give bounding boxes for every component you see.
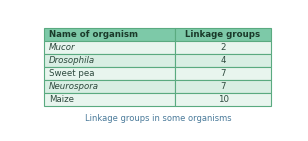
Text: Linkage groups: Linkage groups: [185, 30, 261, 39]
Text: Drosophila: Drosophila: [49, 56, 95, 65]
Bar: [175, 54, 271, 67]
Text: Sweet pea: Sweet pea: [49, 69, 94, 78]
Bar: [44, 80, 175, 93]
Bar: [175, 80, 271, 93]
Text: Linkage groups in some organisms: Linkage groups in some organisms: [84, 114, 231, 123]
Text: Mucor: Mucor: [49, 43, 75, 52]
Text: Maize: Maize: [49, 95, 74, 104]
Bar: [44, 93, 175, 106]
Text: 4: 4: [220, 56, 226, 65]
Bar: [44, 67, 175, 80]
Bar: [175, 93, 271, 106]
Text: 7: 7: [220, 69, 226, 78]
Bar: [44, 54, 175, 67]
Text: 10: 10: [217, 95, 229, 104]
Bar: [44, 28, 175, 41]
Text: Name of organism: Name of organism: [49, 30, 138, 39]
Text: 2: 2: [220, 43, 226, 52]
Bar: [175, 67, 271, 80]
Bar: [44, 41, 175, 54]
Bar: [175, 28, 271, 41]
Text: Neurospora: Neurospora: [49, 82, 99, 92]
Bar: [175, 41, 271, 54]
Text: 7: 7: [220, 82, 226, 92]
